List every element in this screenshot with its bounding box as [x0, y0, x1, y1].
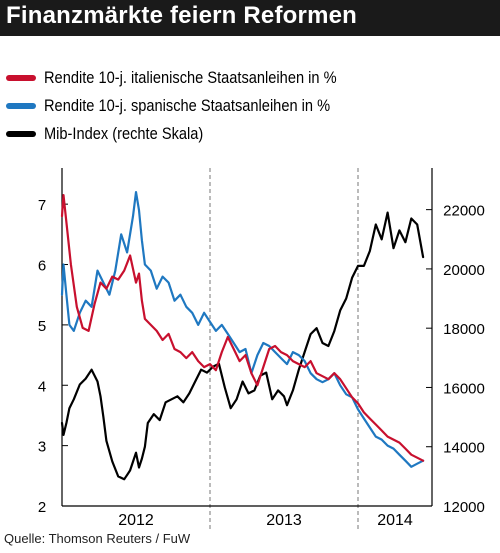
- y-right-tick-label-2: 16000: [443, 380, 485, 397]
- legend: Rendite 10-j. italienische Staatsanleihe…: [6, 64, 384, 148]
- x-tick-label-2013: 2013: [266, 512, 302, 529]
- legend-swatch-italy: [6, 75, 36, 81]
- y-left-tick-label-3: 5: [38, 318, 46, 335]
- legend-item-spain: Rendite 10-j. spanische Staatsanleihen i…: [6, 92, 384, 120]
- y-left-tick-label-5: 7: [38, 197, 46, 214]
- legend-label-mib: Mib-Index (rechte Skala): [44, 124, 204, 143]
- source-note: Quelle: Thomson Reuters / FuW: [4, 531, 191, 546]
- series-group: [60, 191, 425, 481]
- y-left-tick-label-1: 3: [38, 439, 46, 456]
- series-line-spain: [60, 191, 425, 468]
- y-left-tick-label-2: 4: [38, 378, 46, 395]
- legend-label-spain: Rendite 10-j. spanische Staatsanleihen i…: [44, 96, 331, 115]
- grid: [209, 168, 359, 530]
- legend-item-mib: Mib-Index (rechte Skala): [6, 120, 384, 148]
- y-right-tick-label-5: 22000: [443, 203, 485, 220]
- y-left-tick-label-4: 6: [38, 258, 46, 275]
- legend-label-italy: Rendite 10-j. italienische Staatsanleihe…: [44, 68, 337, 87]
- legend-swatch-spain: [6, 103, 36, 109]
- y-right-tick-label-0: 12000: [443, 499, 485, 516]
- legend-swatch-mib: [6, 131, 36, 137]
- axes: [61, 168, 433, 507]
- y-left-tick-label-0: 2: [38, 499, 46, 516]
- y-right-tick-label-3: 18000: [443, 321, 485, 338]
- series-line-mib: [60, 211, 425, 481]
- y-right-tick-label-1: 14000: [443, 440, 485, 457]
- x-tick-label-2014: 2014: [377, 512, 413, 529]
- page-title: Finanzmärkte feiern Reformen: [6, 2, 358, 29]
- series-line-italy: [60, 194, 425, 462]
- title-bar: Finanzmärkte feiern Reformen: [0, 0, 500, 36]
- y-right-tick-label-4: 20000: [443, 262, 485, 279]
- x-tick-label-2012: 2012: [118, 512, 154, 529]
- tick-labels: 2 3 4 5 6 7 12000 14000 16000 18000 20000 22000 2012…: [38, 197, 485, 529]
- legend-item-italy: Rendite 10-j. italienische Staatsanleihe…: [6, 64, 384, 92]
